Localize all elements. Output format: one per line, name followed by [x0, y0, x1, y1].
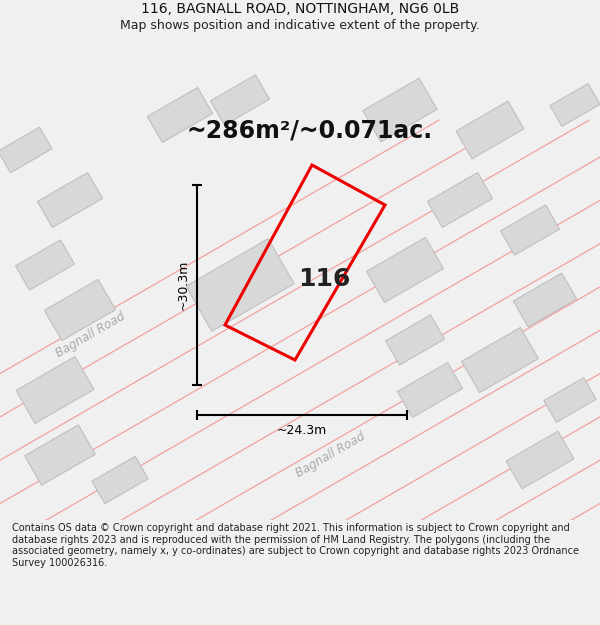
Text: Bagnall Road: Bagnall Road	[53, 310, 127, 360]
Polygon shape	[427, 173, 493, 228]
Polygon shape	[363, 78, 437, 142]
Polygon shape	[367, 238, 443, 302]
Polygon shape	[500, 205, 560, 255]
Polygon shape	[92, 456, 148, 504]
Text: Contains OS data © Crown copyright and database right 2021. This information is : Contains OS data © Crown copyright and d…	[12, 523, 579, 568]
Polygon shape	[44, 279, 116, 341]
Text: ~286m²/~0.071ac.: ~286m²/~0.071ac.	[187, 118, 433, 142]
Polygon shape	[544, 378, 596, 423]
Polygon shape	[0, 127, 52, 173]
Polygon shape	[25, 425, 95, 485]
Text: Map shows position and indicative extent of the property.: Map shows position and indicative extent…	[120, 19, 480, 32]
Polygon shape	[397, 362, 463, 418]
Polygon shape	[186, 239, 294, 331]
Polygon shape	[148, 88, 212, 142]
Polygon shape	[211, 75, 269, 125]
Text: 116, BAGNALL ROAD, NOTTINGHAM, NG6 0LB: 116, BAGNALL ROAD, NOTTINGHAM, NG6 0LB	[141, 2, 459, 16]
Polygon shape	[16, 356, 94, 424]
Polygon shape	[16, 240, 74, 290]
Text: ~24.3m: ~24.3m	[277, 424, 327, 438]
Text: Bagnall Road: Bagnall Road	[293, 430, 367, 480]
Polygon shape	[385, 315, 445, 365]
Polygon shape	[461, 328, 538, 392]
Text: ~30.3m: ~30.3m	[176, 260, 190, 310]
Polygon shape	[513, 273, 577, 327]
Text: 116: 116	[298, 267, 350, 291]
Polygon shape	[550, 84, 600, 126]
Polygon shape	[37, 173, 103, 228]
Polygon shape	[506, 431, 574, 489]
Polygon shape	[456, 101, 524, 159]
